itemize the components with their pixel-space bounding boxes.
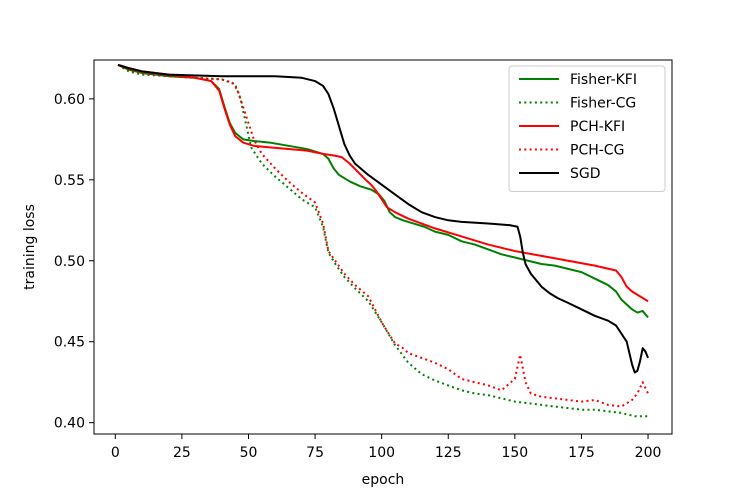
x-axis-title: epoch xyxy=(362,472,405,488)
x-tick-label: 150 xyxy=(501,445,528,461)
x-tick-label: 0 xyxy=(111,445,120,461)
legend-label-pch-kfi: PCH-KFI xyxy=(570,119,625,135)
x-tick-label: 125 xyxy=(435,445,462,461)
y-tick-label: 0.40 xyxy=(54,416,85,432)
y-axis-title: training loss xyxy=(22,204,38,290)
x-tick-label: 200 xyxy=(635,445,662,461)
x-tick-label: 100 xyxy=(368,445,395,461)
plot-frame xyxy=(93,59,673,435)
y-tick-label: 0.45 xyxy=(54,335,85,351)
x-axis-ticks: 0 25 50 75 100 125 150 175 200 xyxy=(111,434,662,461)
y-tick-label: 0.60 xyxy=(54,92,85,108)
y-tick-label: 0.55 xyxy=(54,173,85,189)
legend-box xyxy=(508,65,666,192)
legend-label-sgd: SGD xyxy=(570,166,601,182)
y-tick-label: 0.50 xyxy=(54,254,85,270)
y-axis-ticks: 0.40 0.45 0.50 0.55 0.60 xyxy=(54,92,94,432)
series-line-pch-cg xyxy=(117,63,649,408)
x-tick-label: 25 xyxy=(173,445,191,461)
series-line-fisher-cg xyxy=(117,64,649,418)
series-line-pch-kfi xyxy=(117,63,649,303)
series-line-sgd xyxy=(117,63,649,374)
legend: Fisher-KFI Fisher-CG PCH-KFI PCH-CG SGD xyxy=(508,65,666,192)
x-tick-label: 175 xyxy=(568,445,595,461)
legend-label-fisher-cg: Fisher-CG xyxy=(570,96,636,112)
x-tick-label: 75 xyxy=(306,445,324,461)
legend-label-fisher-kfi: Fisher-KFI xyxy=(570,72,637,88)
plot-lines xyxy=(117,63,649,418)
legend-label-pch-cg: PCH-CG xyxy=(570,143,624,159)
x-tick-label: 50 xyxy=(240,445,258,461)
